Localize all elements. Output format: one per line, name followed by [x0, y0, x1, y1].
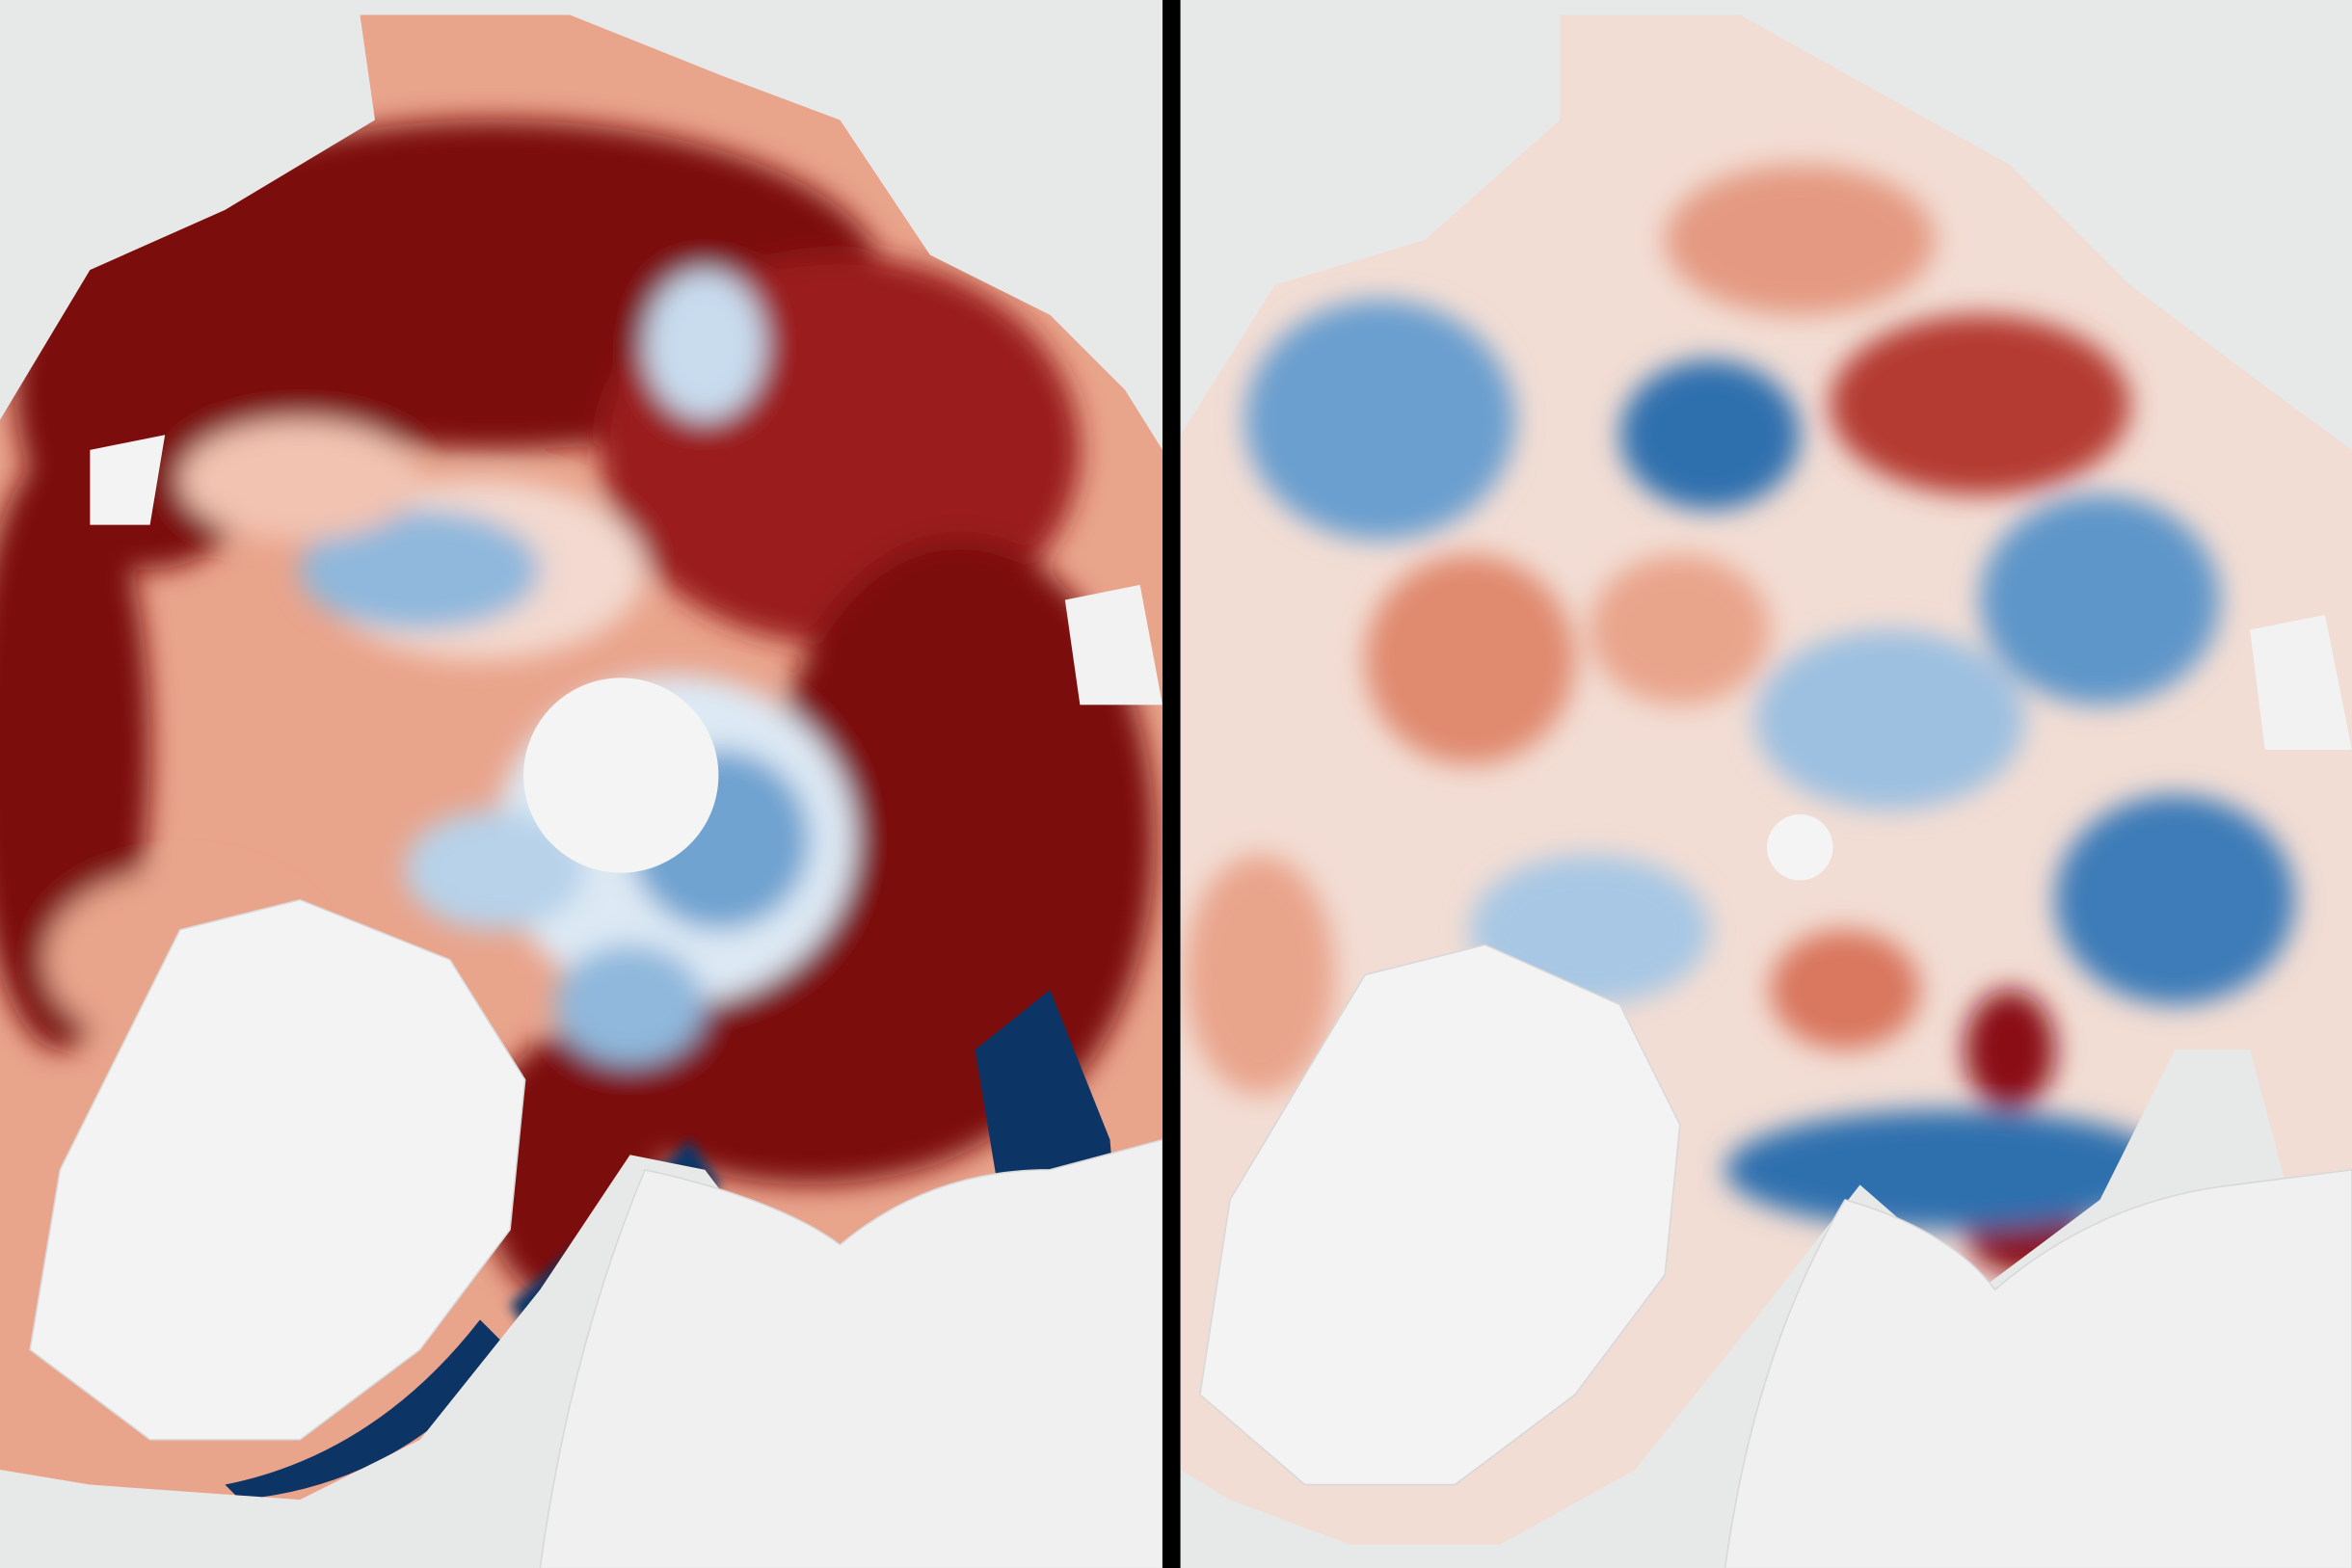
scandinavia-land	[539, 1138, 1163, 1568]
island	[2250, 615, 2352, 751]
pole-hole	[523, 678, 719, 873]
pole-hole	[1767, 813, 1833, 881]
divider	[1162, 0, 1181, 1568]
right-map	[1180, 0, 2352, 1568]
greenland	[1199, 943, 1681, 1486]
greenland	[29, 898, 526, 1441]
left-anomaly-blobs	[0, 120, 1156, 1305]
left-map	[0, 0, 1163, 1568]
island	[1064, 584, 1163, 705]
island	[90, 435, 166, 525]
scandinavia-land	[1724, 1168, 2352, 1568]
right-anomaly-blobs	[1185, 165, 2295, 1275]
